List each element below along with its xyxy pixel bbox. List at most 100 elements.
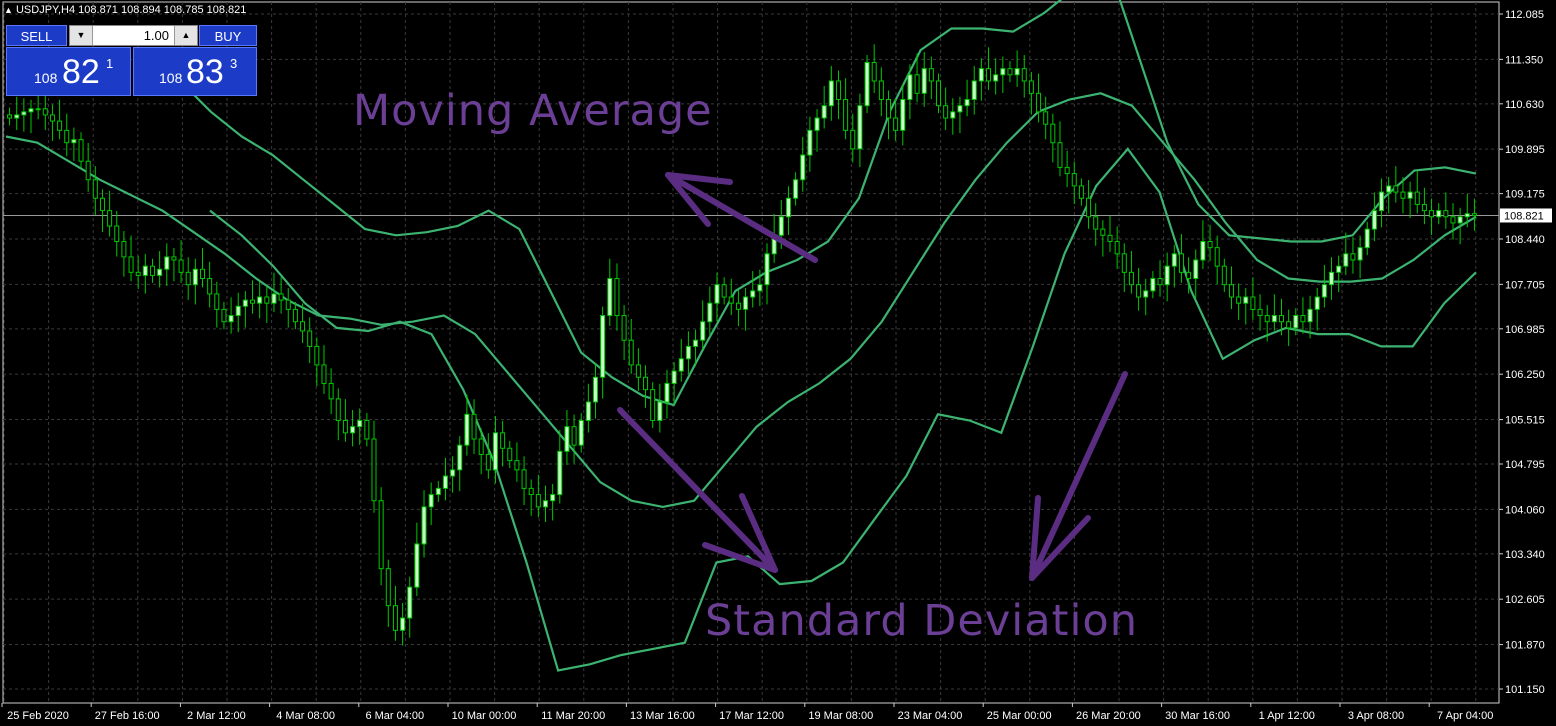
candle-body — [428, 494, 434, 508]
price-tick-label: 107.705 — [1505, 279, 1545, 291]
candle-body — [1157, 278, 1163, 286]
candle-body — [1228, 284, 1234, 298]
candle-body — [57, 120, 63, 131]
sell-button[interactable]: SELL — [6, 25, 67, 46]
candle-body — [721, 284, 727, 298]
candle-body — [107, 210, 113, 227]
chart-title: ▲ USDJPY,H4 108.871 108.894 108.785 108.… — [4, 4, 246, 16]
candle-body — [242, 299, 248, 307]
candle-body — [1143, 290, 1149, 298]
candle-body — [64, 129, 70, 144]
candle-body — [528, 487, 534, 496]
candle-body — [685, 345, 691, 360]
candle-body — [664, 382, 670, 403]
moving-average-arrow-shaft — [665, 172, 818, 263]
candle-body — [1386, 185, 1392, 193]
candle-body — [257, 296, 263, 304]
candle-body — [335, 398, 341, 421]
candle-body — [814, 117, 820, 131]
candle-body — [314, 345, 320, 366]
candle-body — [678, 358, 684, 372]
candle-body — [1307, 308, 1313, 323]
candle-body — [1043, 111, 1049, 125]
lot-size-value[interactable]: 1.00 — [143, 28, 169, 43]
candle-body — [750, 290, 756, 298]
candle-body — [307, 330, 313, 347]
candle-body — [936, 80, 942, 107]
candle-body — [457, 444, 463, 471]
candle-body — [778, 216, 784, 236]
candle-body — [1321, 284, 1327, 298]
sell-price-button[interactable]: 108 82 1 — [6, 47, 131, 96]
candle-body — [850, 129, 856, 150]
triangle-up-icon[interactable]: ▲ — [4, 5, 13, 15]
arrow-up-icon[interactable]: ▲ — [174, 26, 197, 45]
candle-body — [1257, 308, 1263, 317]
candlestick-series — [7, 44, 1477, 646]
candle-body — [1379, 191, 1385, 212]
bollinger-lower-line — [209, 147, 1477, 672]
candle-body — [85, 160, 91, 181]
price-tick-label: 102.605 — [1505, 594, 1545, 606]
candle-body — [407, 586, 413, 619]
candle-body — [478, 438, 484, 455]
candle-body — [142, 265, 148, 276]
time-tick-label: 26 Mar 20:00 — [1076, 710, 1141, 722]
current-price-label: 108.821 — [1504, 210, 1544, 222]
candle-body — [1021, 68, 1027, 82]
candle-body — [221, 308, 227, 323]
candle-body — [21, 111, 27, 116]
time-axis[interactable]: 25 Feb 2020 27 Feb 16:00 2 Mar 12:00 4 Mar … — [1, 703, 1493, 722]
buy-button[interactable]: BUY — [199, 25, 257, 46]
candle-body — [264, 296, 270, 304]
candle-body — [192, 268, 198, 286]
candle-body — [635, 364, 641, 378]
candle-body — [128, 256, 134, 273]
time-tick-label: 19 Mar 08:00 — [808, 710, 873, 722]
candle-body — [1329, 271, 1335, 286]
candle-body — [235, 305, 241, 317]
candle-body — [414, 543, 420, 588]
candle-body — [278, 293, 284, 301]
price-tick-label: 110.630 — [1505, 99, 1544, 111]
candle-body — [893, 117, 899, 131]
candle-body — [643, 376, 649, 391]
candle-body — [585, 401, 591, 421]
candle-body — [971, 80, 977, 100]
buy-price-button[interactable]: 108 83 3 — [133, 47, 257, 96]
candle-body — [957, 105, 963, 113]
candle-body — [1286, 321, 1292, 329]
candle-body — [1164, 265, 1170, 286]
candle-body — [371, 438, 377, 502]
candle-body — [421, 506, 427, 545]
lot-size-stepper[interactable]: ▼ 1.00 ▲ — [69, 25, 198, 46]
candle-body — [1007, 68, 1013, 76]
candle-body — [628, 339, 634, 366]
candle-body — [657, 401, 663, 421]
candle-body — [207, 278, 213, 295]
candle-body — [392, 605, 398, 631]
ohlc-label: 108.871 108.894 108.785 108.821 — [78, 4, 247, 16]
arrow-down-icon[interactable]: ▼ — [70, 26, 93, 45]
candle-body — [743, 296, 749, 310]
candle-body — [950, 111, 956, 119]
candle-body — [1271, 315, 1277, 323]
buy-price-prefix: 108 — [159, 70, 183, 86]
current-price-box — [1500, 208, 1552, 223]
candle-body — [1250, 296, 1256, 310]
price-axis[interactable]: 112.085 111.350 110.630 109.895 109.175 108.4… — [1499, 9, 1552, 696]
candle-body — [135, 271, 141, 276]
std-dev-arrow1-head — [702, 493, 778, 573]
candle-body — [1429, 210, 1435, 218]
time-tick-label: 3 Apr 08:00 — [1348, 710, 1404, 722]
candle-body — [471, 413, 477, 440]
candle-body — [1128, 271, 1134, 286]
candle-body — [986, 68, 992, 82]
candle-body — [1028, 80, 1034, 94]
candle-body — [564, 426, 570, 452]
candle-body — [285, 299, 291, 310]
candle-body — [557, 450, 563, 496]
candle-body — [1293, 315, 1299, 329]
candle-body — [1086, 197, 1092, 218]
